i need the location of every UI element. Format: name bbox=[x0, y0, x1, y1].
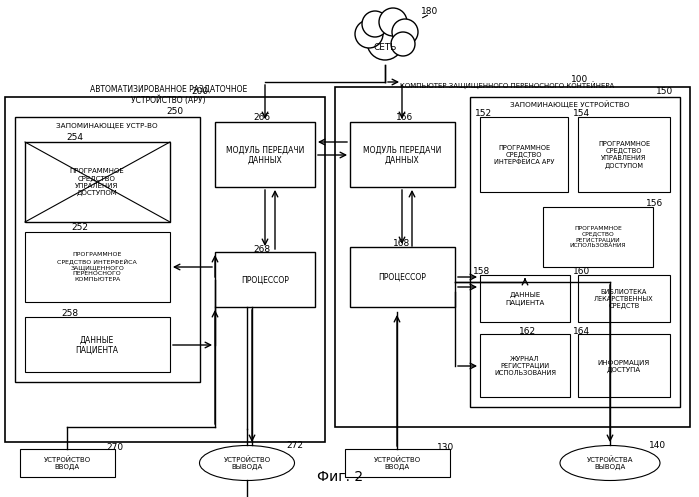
Circle shape bbox=[391, 32, 415, 56]
FancyBboxPatch shape bbox=[15, 117, 200, 382]
Circle shape bbox=[379, 8, 407, 36]
Ellipse shape bbox=[199, 445, 294, 481]
Text: 270: 270 bbox=[106, 442, 124, 451]
FancyBboxPatch shape bbox=[25, 317, 170, 372]
Text: ЗАПОМИНАЮЩЕЕ УСТР-ВО: ЗАПОМИНАЮЩЕЕ УСТР-ВО bbox=[56, 123, 158, 129]
FancyBboxPatch shape bbox=[470, 97, 680, 407]
Text: ПРОЦЕССОР: ПРОЦЕССОР bbox=[378, 272, 426, 281]
Text: ДАННЫЕ
ПАЦИЕНТА: ДАННЫЕ ПАЦИЕНТА bbox=[75, 335, 119, 355]
Text: АВТОМАТИЗИРОВАННОЕ РАЗДАТОЧНОЕ
УСТРОЙСТВО (АРУ): АВТОМАТИЗИРОВАННОЕ РАЗДАТОЧНОЕ УСТРОЙСТВ… bbox=[90, 85, 247, 105]
FancyBboxPatch shape bbox=[215, 122, 315, 187]
Text: БИБЛИОТЕКА
ЛЕКАРСТВЕННЫХ
СРЕДСТВ: БИБЛИОТЕКА ЛЕКАРСТВЕННЫХ СРЕДСТВ bbox=[594, 289, 654, 309]
Text: 130: 130 bbox=[438, 442, 454, 451]
Text: 252: 252 bbox=[71, 223, 89, 232]
Text: МОДУЛЬ ПЕРЕДАЧИ
ДАННЫХ: МОДУЛЬ ПЕРЕДАЧИ ДАННЫХ bbox=[363, 145, 441, 165]
Text: 250: 250 bbox=[166, 107, 184, 116]
FancyBboxPatch shape bbox=[578, 117, 670, 192]
Text: 160: 160 bbox=[573, 267, 591, 276]
FancyBboxPatch shape bbox=[350, 247, 455, 307]
Text: ПРОГРАММНОЕ
СРЕДСТВО
ИНТЕРФЕЙСА АРУ: ПРОГРАММНОЕ СРЕДСТВО ИНТЕРФЕЙСА АРУ bbox=[493, 145, 554, 166]
FancyBboxPatch shape bbox=[335, 87, 690, 427]
Text: 164: 164 bbox=[573, 328, 591, 336]
Text: СЕТЬ: СЕТЬ bbox=[373, 43, 397, 52]
Text: УСТРОЙСТВО
ВЫВОДА: УСТРОЙСТВО ВЫВОДА bbox=[224, 456, 271, 470]
Text: 152: 152 bbox=[475, 109, 493, 118]
FancyBboxPatch shape bbox=[5, 97, 325, 442]
Text: УСТРОЙСТВА
ВЫВОДА: УСТРОЙСТВА ВЫВОДА bbox=[586, 456, 633, 470]
Text: КОМПЬЮТЕР ЗАЩИЩЕННОГО ПЕРЕНОСНОГО КОНТЕЙНЕРА: КОМПЬЮТЕР ЗАЩИЩЕННОГО ПЕРЕНОСНОГО КОНТЕЙ… bbox=[400, 81, 614, 89]
Text: ИНФОРМАЦИЯ
ДОСТУПА: ИНФОРМАЦИЯ ДОСТУПА bbox=[598, 359, 650, 373]
Text: 166: 166 bbox=[396, 112, 414, 121]
Text: 168: 168 bbox=[394, 240, 410, 248]
FancyBboxPatch shape bbox=[480, 275, 570, 322]
Text: 268: 268 bbox=[254, 245, 271, 253]
FancyBboxPatch shape bbox=[480, 334, 570, 397]
Text: ЗАПОМИНАЮЩЕЕ УСТРОЙСТВО: ЗАПОМИНАЮЩЕЕ УСТРОЙСТВО bbox=[510, 100, 630, 108]
Text: 162: 162 bbox=[519, 328, 537, 336]
Text: МОДУЛЬ ПЕРЕДАЧИ
ДАННЫХ: МОДУЛЬ ПЕРЕДАЧИ ДАННЫХ bbox=[226, 145, 304, 165]
FancyBboxPatch shape bbox=[578, 275, 670, 322]
Text: 258: 258 bbox=[62, 310, 78, 319]
Circle shape bbox=[392, 19, 418, 45]
Text: ДАННЫЕ
ПАЦИЕНТА: ДАННЫЕ ПАЦИЕНТА bbox=[505, 292, 545, 306]
FancyBboxPatch shape bbox=[543, 207, 653, 267]
FancyBboxPatch shape bbox=[25, 232, 170, 302]
Text: 150: 150 bbox=[656, 87, 674, 96]
Circle shape bbox=[367, 24, 403, 60]
Ellipse shape bbox=[560, 445, 660, 481]
Text: УСТРОЙСТВО
ВВОДА: УСТРОЙСТВО ВВОДА bbox=[373, 456, 421, 470]
Circle shape bbox=[362, 11, 388, 37]
Text: 254: 254 bbox=[66, 133, 83, 142]
Text: Фиг. 2: Фиг. 2 bbox=[317, 470, 363, 484]
Text: 140: 140 bbox=[649, 440, 667, 449]
FancyBboxPatch shape bbox=[215, 252, 315, 307]
Text: 266: 266 bbox=[254, 112, 271, 121]
FancyBboxPatch shape bbox=[345, 449, 450, 477]
FancyBboxPatch shape bbox=[480, 117, 568, 192]
Text: УСТРОЙСТВО
ВВОДА: УСТРОЙСТВО ВВОДА bbox=[43, 456, 91, 470]
Text: ПРОЦЕССОР: ПРОЦЕССОР bbox=[241, 275, 289, 284]
Text: 154: 154 bbox=[573, 109, 591, 118]
Text: ПРОГРАММНОЕ
СРЕДСТВО
УПРАЛЕНИЯ
ДОСТУПОМ: ПРОГРАММНОЕ СРЕДСТВО УПРАЛЕНИЯ ДОСТУПОМ bbox=[70, 168, 124, 196]
Text: 272: 272 bbox=[287, 440, 303, 449]
Text: 200: 200 bbox=[192, 87, 208, 96]
Text: ПРОГРАММНОЕ
СРЕДСТВО
УПРАВЛЕНИЯ
ДОСТУПОМ: ПРОГРАММНОЕ СРЕДСТВО УПРАВЛЕНИЯ ДОСТУПОМ bbox=[598, 141, 650, 168]
Text: ПРОГРАММНОЕ
СРЕДСТВО ИНТЕРФЕЙСА
ЗАЩИЩЕННОГО
ПЕРЕНОСНОГО
КОМПЬЮТЕРА: ПРОГРАММНОЕ СРЕДСТВО ИНТЕРФЕЙСА ЗАЩИЩЕНН… bbox=[57, 252, 137, 282]
Text: ПРОГРАММНОЕ
СРЕДСТВО
РЕГИСТРАЦИИ
ИСПОЛЬЗОВАНИЯ: ПРОГРАММНОЕ СРЕДСТВО РЕГИСТРАЦИИ ИСПОЛЬЗ… bbox=[570, 226, 626, 248]
Text: 158: 158 bbox=[473, 267, 491, 276]
Text: 180: 180 bbox=[421, 7, 439, 16]
FancyBboxPatch shape bbox=[25, 142, 170, 222]
FancyBboxPatch shape bbox=[20, 449, 115, 477]
FancyBboxPatch shape bbox=[350, 122, 455, 187]
FancyBboxPatch shape bbox=[578, 334, 670, 397]
Text: 100: 100 bbox=[571, 75, 589, 83]
Text: ЖУРНАЛ
РЕГИСТРАЦИИ
ИСПОЛЬЗОВАНИЯ: ЖУРНАЛ РЕГИСТРАЦИИ ИСПОЛЬЗОВАНИЯ bbox=[494, 356, 556, 376]
Circle shape bbox=[355, 20, 383, 48]
Text: 156: 156 bbox=[647, 199, 663, 209]
